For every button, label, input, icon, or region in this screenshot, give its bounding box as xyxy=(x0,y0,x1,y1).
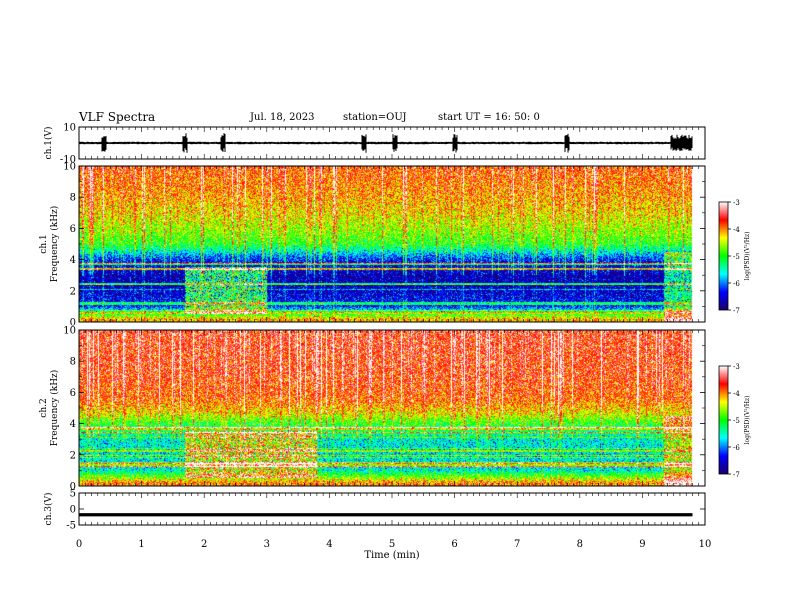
x-tick-label: 10 xyxy=(699,539,712,550)
x-tick-label: 9 xyxy=(639,539,645,550)
y-tick-label: 2 xyxy=(70,286,76,297)
x-axis-label: Time (min) xyxy=(364,550,419,561)
x-tick-label: 4 xyxy=(326,539,332,550)
y-tick-label: 8 xyxy=(70,193,76,204)
start-ut-label: start UT = 16: 50: 0 xyxy=(438,112,540,123)
colorbar-tick-label: -6 xyxy=(733,444,740,452)
colorbar-label: log(PSD)(V²/Hz) xyxy=(744,232,751,281)
colorbar-tick-label: -7 xyxy=(733,307,740,315)
y-axis-label: Frequency (kHz) xyxy=(49,370,60,447)
colorbar-tick-label: -4 xyxy=(733,390,740,398)
x-tick-label: 7 xyxy=(514,539,520,550)
chart-title: VLF Spectra xyxy=(79,110,156,124)
x-tick-label: 6 xyxy=(451,539,457,550)
y-tick-label: 6 xyxy=(70,224,76,235)
x-tick-label: 3 xyxy=(264,539,270,550)
y-axis-label: ch.2 xyxy=(39,398,49,417)
y-tick-label: 10 xyxy=(63,162,76,173)
colorbar-tick-label: -4 xyxy=(733,226,740,234)
y-tick-label: -10 xyxy=(60,155,76,166)
colorbar-label: log(PSD)(V²/Hz) xyxy=(744,396,751,445)
ch1-spectrogram-colorbar xyxy=(718,201,729,311)
x-tick-label: 0 xyxy=(76,539,82,550)
y-tick-label: 4 xyxy=(70,255,76,266)
y-tick-label: 8 xyxy=(70,357,76,368)
x-tick-label: 2 xyxy=(201,539,207,550)
y-tick-label: 10 xyxy=(63,123,76,134)
y-tick-label: 4 xyxy=(70,419,76,430)
y-tick-label: 0 xyxy=(70,318,76,329)
y-tick-label: 6 xyxy=(70,388,76,399)
date-label: Jul. 18, 2023 xyxy=(250,112,315,123)
ch1-spectrogram-image xyxy=(79,166,705,322)
colorbar-tick-label: -3 xyxy=(733,363,740,371)
y-axis-label: ch.1 xyxy=(39,234,49,253)
x-tick-label: 1 xyxy=(138,539,144,550)
y-tick-label: -5 xyxy=(66,521,76,532)
colorbar-tick-label: -3 xyxy=(733,199,740,207)
ch2-spectrogram-image xyxy=(79,330,705,486)
y-tick-label: 0 xyxy=(70,482,76,493)
ch1-waveform-trace xyxy=(78,133,693,153)
ch2-spectrogram-colorbar xyxy=(718,365,729,475)
colorbar-tick-label: -7 xyxy=(733,471,740,479)
y-tick-label: 2 xyxy=(70,450,76,461)
station-label: station=OUJ xyxy=(343,112,407,123)
colorbar-tick-label: -5 xyxy=(733,253,740,261)
x-tick-label: 8 xyxy=(577,539,583,550)
colorbar-tick-label: -6 xyxy=(733,280,740,288)
colorbar-tick-label: -5 xyxy=(733,417,740,425)
x-tick-label: 5 xyxy=(389,539,395,550)
y-axis-label: ch.1(V) xyxy=(43,127,54,160)
y-tick-label: 5 xyxy=(70,489,76,500)
y-axis-label: ch.3(V) xyxy=(43,493,54,526)
y-tick-label: 0 xyxy=(70,505,76,516)
y-axis-label: Frequency (kHz) xyxy=(49,206,60,283)
y-tick-label: 10 xyxy=(63,326,76,337)
